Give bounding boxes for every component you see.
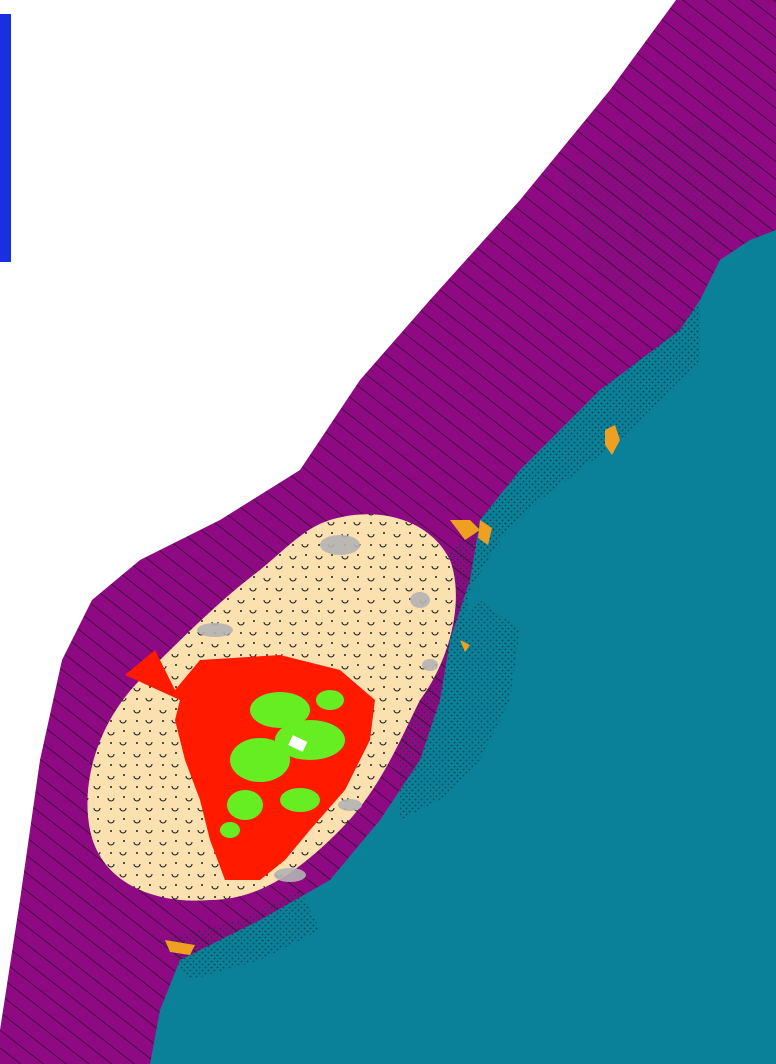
- stippled-zone: [440, 300, 700, 650]
- legend-color-swatch: [0, 14, 11, 262]
- orange-patches[interactable]: [165, 425, 620, 955]
- green-patches: [220, 690, 345, 838]
- stippled-zone: [400, 600, 520, 820]
- stippled-zone: [560, 120, 760, 300]
- gray-patches: [197, 535, 438, 882]
- white-site-marker[interactable]: [288, 735, 308, 752]
- stippled-zone: [160, 890, 320, 980]
